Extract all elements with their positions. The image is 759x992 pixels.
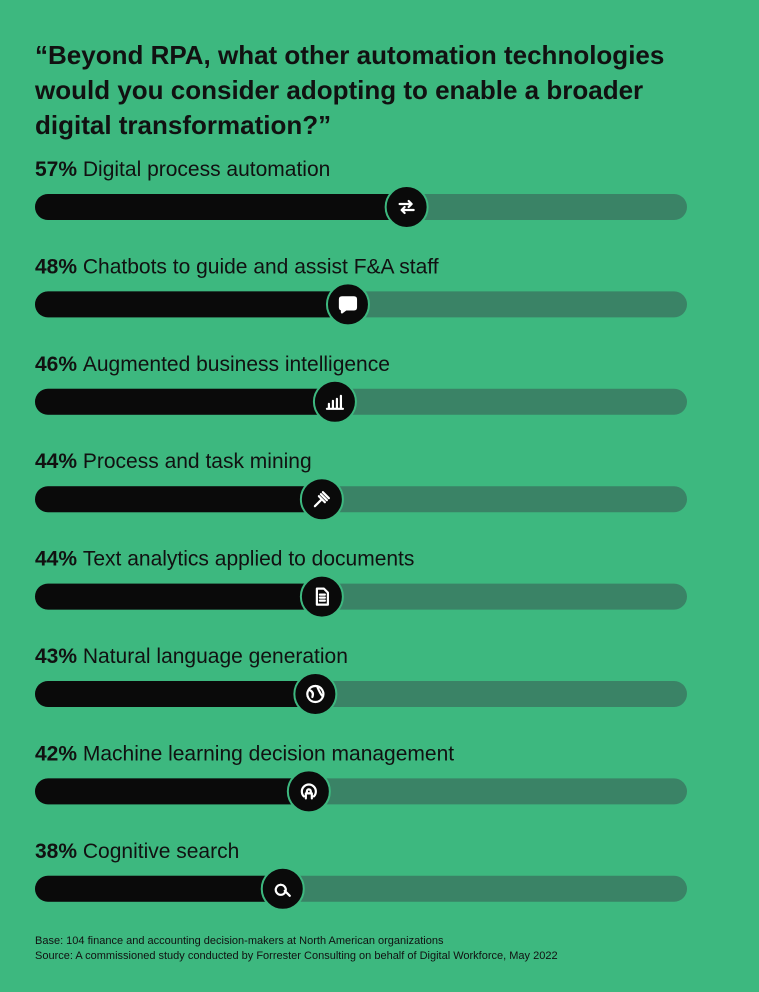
value-label: 43% xyxy=(35,645,77,668)
category-label: Machine learning decision management xyxy=(83,742,454,765)
icon xyxy=(398,199,415,215)
chart-title: “Beyond RPA, what other automation techn… xyxy=(35,40,664,70)
chart-title: would you consider adopting to enable a … xyxy=(34,75,643,105)
icon xyxy=(274,883,291,897)
bar xyxy=(35,194,407,220)
icon xyxy=(313,491,330,508)
icon-badge xyxy=(260,866,305,911)
bar xyxy=(35,778,309,805)
footnote: Base: 104 finance and accounting decisio… xyxy=(35,935,444,947)
icon-glyph xyxy=(300,783,317,800)
category-label: Cognitive search xyxy=(83,839,239,862)
bar-label: 44% Process and task mining xyxy=(35,450,312,473)
icon-glyph xyxy=(306,684,325,704)
bar-label: 57% Digital process automation xyxy=(35,158,330,181)
bar-label: 38% Cognitive search xyxy=(35,839,239,862)
bar xyxy=(35,388,335,415)
bar xyxy=(35,583,322,610)
icon-glyph xyxy=(325,394,345,410)
category-label: Process and task mining xyxy=(83,450,312,473)
icon-glyph xyxy=(338,296,358,314)
value-label: 44% xyxy=(35,450,77,473)
icon-badge xyxy=(293,672,338,716)
value-label: 44% xyxy=(35,547,77,570)
chart-title: digital transformation?” xyxy=(35,110,331,140)
icon xyxy=(306,684,325,704)
bar-label: 48% Chatbots to guide and assist F&A sta… xyxy=(35,255,439,278)
icon-badge xyxy=(312,379,357,424)
category-label: Augmented business intelligence xyxy=(83,352,390,375)
value-label: 48% xyxy=(35,255,77,278)
icon-badge xyxy=(286,769,331,814)
bar xyxy=(35,875,283,902)
category-label: Chatbots to guide and assist F&A staff xyxy=(83,255,439,278)
bar-label: 43% Natural language generation xyxy=(35,645,348,668)
value-label: 57% xyxy=(35,158,77,181)
icon-glyph xyxy=(315,587,329,606)
footnote: Source: A commissioned study conducted b… xyxy=(35,950,558,962)
icon xyxy=(338,296,358,314)
bar-label: 46% Augmented business intelligence xyxy=(35,352,390,375)
category-label: Digital process automation xyxy=(83,158,330,181)
category-label: Natural language generation xyxy=(83,645,348,668)
bar-label: 42% Machine learning decision management xyxy=(35,742,454,765)
value-label: 46% xyxy=(35,352,77,375)
bar xyxy=(35,681,316,707)
category-label: Text analytics applied to documents xyxy=(83,547,415,570)
bar-label: 44% Text analytics applied to documents xyxy=(35,547,414,570)
value-label: 42% xyxy=(35,742,77,765)
icon-glyph xyxy=(398,199,415,215)
icon-glyph xyxy=(313,491,330,508)
icon xyxy=(325,394,345,410)
bar xyxy=(35,291,348,318)
icon-glyph xyxy=(274,883,291,897)
bar xyxy=(35,486,322,513)
icon xyxy=(300,783,317,800)
icon-badge xyxy=(384,185,429,229)
icon xyxy=(315,587,329,606)
value-label: 38% xyxy=(35,839,77,862)
